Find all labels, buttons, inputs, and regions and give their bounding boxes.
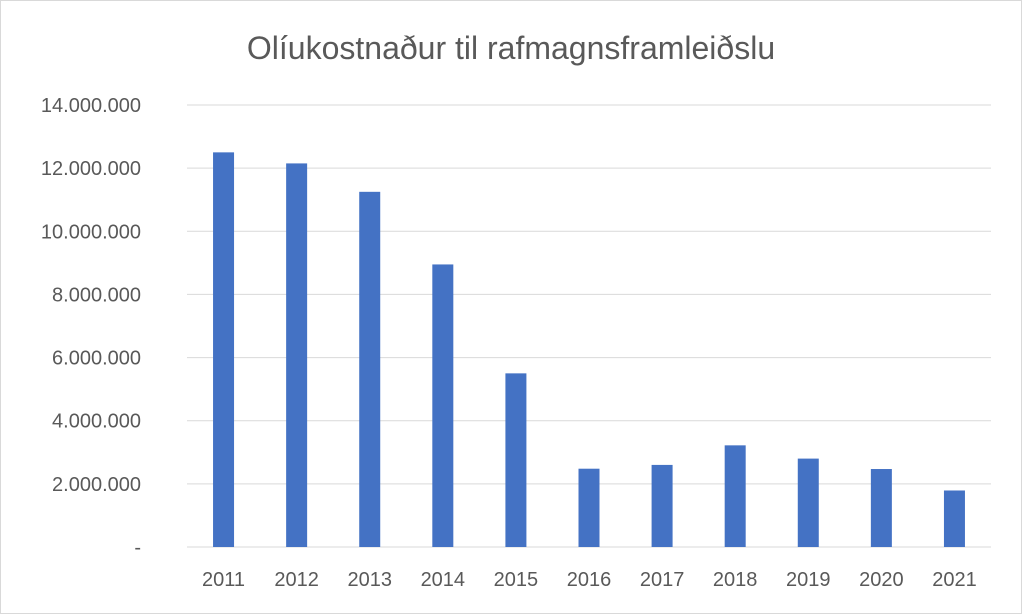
bar-2018 <box>724 445 746 547</box>
bar-2013 <box>359 191 381 548</box>
x-tick-label: 2019 <box>786 569 831 591</box>
bar-2014 <box>432 264 454 547</box>
bar-2019 <box>797 458 819 547</box>
x-tick-label: 2012 <box>274 569 319 591</box>
bar-2012 <box>286 163 308 547</box>
y-axis-tick-labels: - 2.000.000 4.000.000 6.000.000 8.000.000 10.… <box>41 95 141 559</box>
y-tick-label: 8.000.000 <box>52 284 141 306</box>
x-tick-label: 2015 <box>494 569 539 591</box>
bar-2016 <box>578 468 600 547</box>
x-tick-label: 2014 <box>421 569 466 591</box>
bars <box>213 152 965 548</box>
y-tick-label: 2.000.000 <box>52 474 141 496</box>
bar-2015 <box>505 373 527 547</box>
y-tick-label: 10.000.000 <box>41 221 141 243</box>
x-tick-label: 2020 <box>859 569 904 591</box>
y-tick-label: 12.000.000 <box>41 158 141 180</box>
y-tick-label: 4.000.000 <box>52 411 141 433</box>
bar-2021 <box>943 490 965 547</box>
x-tick-label: 2011 <box>202 569 245 591</box>
bar-2017 <box>651 464 673 547</box>
chart-title: Olíukostnaður til rafmagnsframleiðslu <box>247 30 775 66</box>
x-tick-label: 2017 <box>640 569 685 591</box>
x-tick-label: 2013 <box>347 569 392 591</box>
gridlines <box>187 104 991 548</box>
x-axis-tick-labels: 2011 2012 2013 2014 2015 2016 2017 2018 2019 2020… <box>202 569 977 591</box>
y-tick-label: - <box>134 537 141 559</box>
y-tick-label: 14.000.000 <box>41 95 141 117</box>
x-tick-label: 2021 <box>932 569 977 591</box>
x-tick-label: 2018 <box>713 569 758 591</box>
y-tick-label: 6.000.000 <box>52 348 141 370</box>
bar-2011 <box>213 152 235 547</box>
bar-2020 <box>870 469 892 547</box>
x-tick-label: 2016 <box>567 569 612 591</box>
